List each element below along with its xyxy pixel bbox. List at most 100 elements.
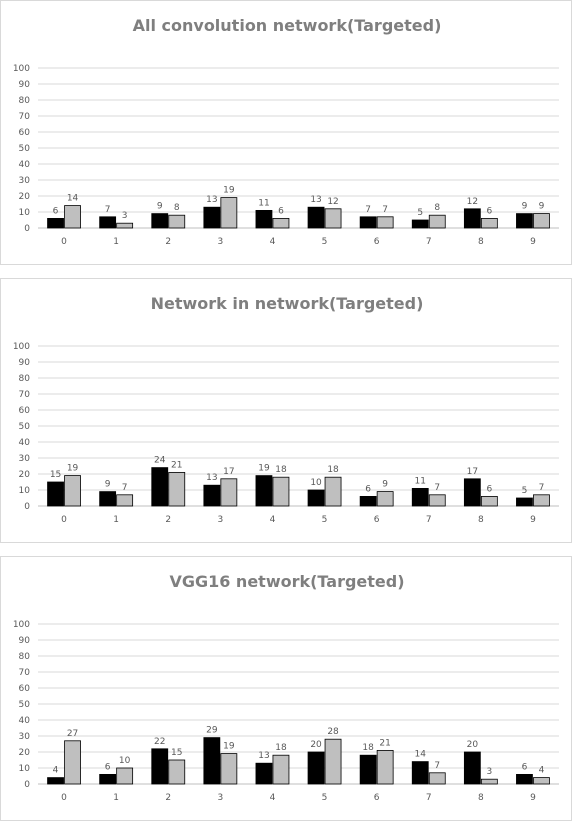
bar [220,478,238,507]
bar [480,495,498,507]
y-tick-label: 30 [19,176,31,186]
y-tick-label: 100 [13,620,30,630]
y-tick-label: 50 [19,144,31,154]
data-label: 12 [467,197,478,207]
data-label: 28 [327,727,339,737]
bar [428,772,446,785]
bar [220,197,238,229]
data-label: 11 [415,476,426,486]
data-label: 7 [122,483,128,493]
y-tick-label: 0 [24,780,30,790]
bar [307,751,325,785]
y-tick-label: 20 [19,192,31,202]
x-tick-label: 3 [217,515,223,525]
data-label: 19 [258,464,270,474]
y-tick-label: 10 [19,486,31,496]
data-label: 27 [67,729,78,739]
chart-panel-all-convolution: All convolution network(Targeted) 0 10 20 30… [0,0,572,265]
y-tick-label: 0 [24,224,30,234]
bar [324,738,342,785]
y-tick-label: 70 [19,668,31,678]
x-tick-label: 8 [478,793,484,803]
x-tick-label: 8 [478,237,484,247]
x-tick-label: 2 [165,793,171,803]
data-label: 3 [486,767,492,777]
bar [64,475,81,507]
data-label: 6 [486,484,492,494]
y-tick-label: 30 [19,454,31,464]
data-label: 17 [223,467,234,477]
bar [272,476,290,507]
y-tick-label: 100 [13,342,30,352]
data-label: 18 [327,465,339,475]
y-tick-label: 40 [19,160,31,170]
data-label: 9 [157,202,163,212]
data-label: 5 [522,486,528,496]
bar [64,205,81,229]
y-tick-label: 80 [19,652,31,662]
data-label: 6 [278,206,284,216]
bar [307,489,325,507]
data-label: 14 [415,750,427,760]
chart-panel-network-in-network: Network in network(Targeted) 0 10 20 30 40 50 6… [0,278,572,543]
data-label: 20 [467,740,479,750]
data-label: 22 [154,737,165,747]
x-tick-label: 0 [61,237,67,247]
bar [463,208,481,229]
data-label: 8 [434,203,440,213]
data-label: 13 [258,751,269,761]
data-label: 13 [206,195,217,205]
x-tick-label: 9 [530,515,536,525]
data-label: 19 [67,464,79,474]
y-tick-label: 90 [19,80,31,90]
data-label: 4 [53,766,59,776]
bar [47,481,64,507]
data-label: 19 [223,742,235,752]
bar [359,216,377,229]
x-tick-label: 6 [374,793,380,803]
bar [116,494,134,507]
x-tick-label: 7 [426,237,432,247]
x-tick-label: 2 [165,515,171,525]
bar [151,213,169,229]
data-label: 6 [365,484,371,494]
bar [168,759,186,785]
data-label: 9 [539,202,545,212]
bar [516,213,533,229]
bar [359,754,377,785]
bar [203,484,221,507]
bar [533,777,550,785]
x-tick-label: 3 [217,237,223,247]
bar [168,214,186,229]
data-label: 9 [382,480,388,490]
y-tick-label: 60 [19,128,31,138]
x-tick-label: 5 [322,515,328,525]
bar [463,751,481,785]
y-tick-label: 90 [19,636,31,646]
data-label: 9 [105,480,111,490]
bar [376,749,394,785]
data-label: 7 [434,761,440,771]
bar [203,737,221,785]
bar [428,494,446,507]
bar [307,206,325,229]
data-label: 10 [119,756,131,766]
x-tick-label: 6 [374,515,380,525]
data-label: 21 [171,460,182,470]
data-label: 15 [50,470,61,480]
bar [411,761,429,785]
x-tick-label: 4 [270,515,276,525]
bar [533,213,550,229]
data-label: 6 [53,206,59,216]
y-tick-label: 10 [19,208,31,218]
data-label: 7 [382,205,388,215]
bar [428,214,446,229]
bar [376,216,394,229]
data-label: 4 [539,766,545,776]
chart-title: Network in network(Targeted) [151,294,424,313]
bar [116,767,134,785]
data-label: 24 [154,456,166,466]
bar [64,740,81,785]
bar [324,208,342,229]
y-tick-label: 20 [19,470,31,480]
